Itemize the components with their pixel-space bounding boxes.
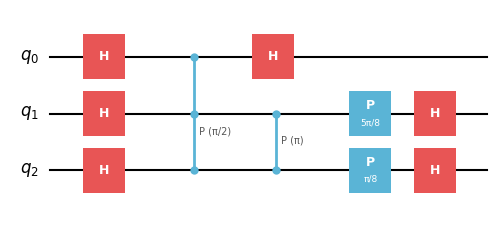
Text: $q_2$: $q_2$: [20, 161, 39, 179]
Text: H: H: [99, 164, 109, 177]
Text: P (π/2): P (π/2): [199, 127, 231, 137]
Text: 5π/8: 5π/8: [360, 118, 380, 127]
FancyBboxPatch shape: [83, 148, 125, 193]
FancyBboxPatch shape: [252, 34, 294, 79]
FancyBboxPatch shape: [414, 148, 456, 193]
FancyBboxPatch shape: [349, 148, 392, 193]
Text: H: H: [99, 107, 109, 120]
Text: H: H: [99, 50, 109, 63]
Text: H: H: [430, 107, 440, 120]
FancyBboxPatch shape: [414, 91, 456, 136]
Text: P: P: [366, 156, 375, 169]
Text: $q_0$: $q_0$: [20, 48, 39, 66]
FancyBboxPatch shape: [83, 34, 125, 79]
Text: P (π): P (π): [281, 136, 304, 146]
Text: π/8: π/8: [363, 175, 377, 184]
Text: $q_1$: $q_1$: [20, 104, 39, 123]
Text: P: P: [366, 99, 375, 112]
Text: H: H: [430, 164, 440, 177]
Text: H: H: [268, 50, 278, 63]
FancyBboxPatch shape: [349, 91, 392, 136]
FancyBboxPatch shape: [83, 91, 125, 136]
